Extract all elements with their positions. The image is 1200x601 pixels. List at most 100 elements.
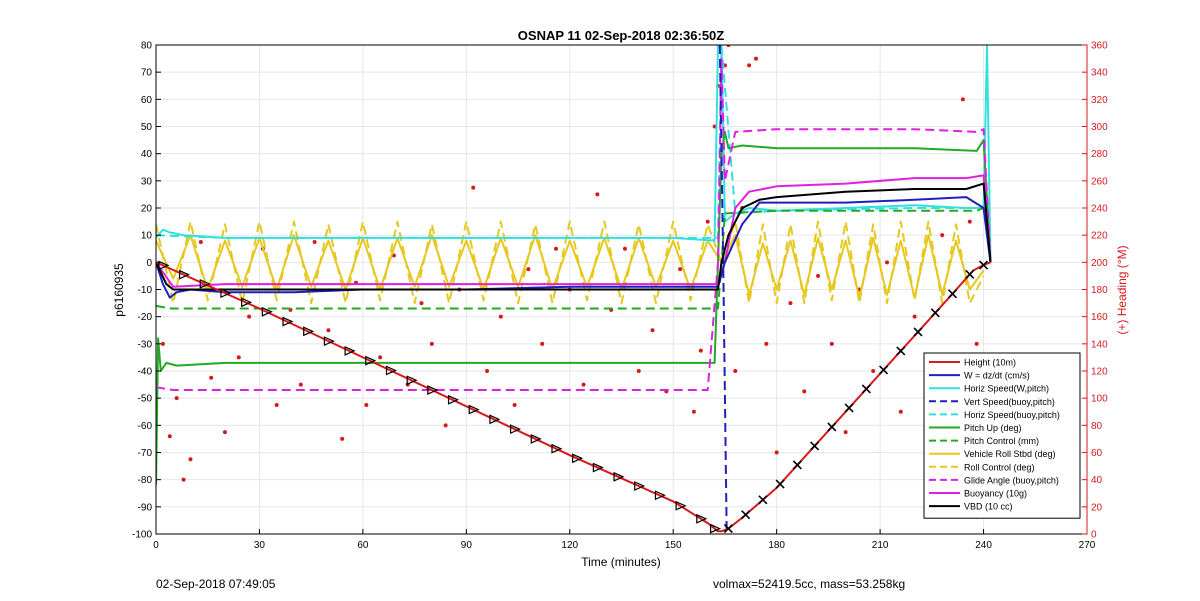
heading-point (174, 396, 179, 401)
heading-point (540, 341, 545, 346)
climb-marker (844, 403, 854, 413)
x-axis-label: Time (minutes) (581, 555, 661, 569)
series-line-3 (718, 45, 728, 534)
legend-label-5: Pitch Up (deg) (964, 423, 1022, 433)
x-tick-label: 30 (254, 540, 266, 551)
climb-marker (978, 260, 989, 270)
heading-point (581, 382, 586, 387)
heading-point (198, 239, 203, 244)
dive-marker (385, 365, 397, 376)
heading-point (816, 273, 821, 278)
legend-label-11: VBD (10 cc) (964, 502, 1013, 512)
footer-timestamp: 02-Sep-2018 07:49:05 (156, 577, 276, 591)
climb-marker (723, 524, 733, 534)
y-tick-label: 20 (141, 204, 153, 215)
legend-label-6: Pitch Control (mm) (964, 436, 1039, 446)
dive-marker (323, 336, 335, 347)
dive-marker (654, 490, 666, 501)
heading-point (512, 402, 517, 407)
heading-point (802, 389, 807, 394)
climb-marker (810, 441, 820, 451)
heading-point (595, 192, 600, 197)
heading-point (974, 341, 979, 346)
y-tick-label: 40 (141, 149, 153, 160)
legend-label-0: Height (10m) (964, 358, 1016, 368)
y2-tick-label: 120 (1091, 367, 1108, 378)
y-tick-label: -70 (138, 448, 153, 459)
heading-point (340, 436, 345, 441)
heading-point (298, 382, 303, 387)
dive-marker (199, 278, 211, 289)
heading-point (691, 409, 696, 414)
y2-axis-label: (+) Heading (°M) (1115, 245, 1129, 334)
y2-tick-label: 80 (1091, 421, 1103, 432)
y-tick-label: -10 (138, 285, 153, 296)
dive-marker (282, 316, 294, 327)
y-tick-label: 0 (146, 258, 152, 269)
x-tick-label: 210 (872, 540, 889, 551)
heading-point (188, 457, 193, 462)
heading-point (622, 246, 627, 251)
y-tick-label: -30 (138, 339, 153, 350)
heading-point (636, 369, 641, 373)
heading-point (274, 402, 279, 407)
climb-marker (913, 327, 923, 337)
y2-tick-label: 60 (1091, 448, 1103, 459)
heading-point (747, 63, 752, 68)
dive-marker (592, 462, 604, 473)
climb-marker (827, 422, 837, 432)
heading-point (733, 369, 738, 373)
heading-point (498, 314, 503, 319)
plot-clipped (156, 45, 992, 534)
y-axis-label: p6160935 (112, 263, 126, 317)
series-line-1 (156, 196, 992, 299)
heading-point (705, 219, 710, 224)
y-tick-label: 80 (141, 41, 153, 52)
y2-tick-label: 180 (1091, 285, 1108, 296)
heading-point (829, 341, 834, 346)
series-line-0 (156, 261, 991, 533)
y-tick-label: -20 (138, 312, 153, 323)
y2-tick-label: 300 (1091, 122, 1108, 133)
y-tick-label: -80 (138, 475, 153, 486)
dive-marker (696, 513, 708, 524)
legend-label-8: Roll Control (deg) (964, 462, 1035, 472)
dive-marker (447, 394, 460, 405)
x-tick-label: 90 (461, 540, 473, 551)
dive-marker (158, 260, 170, 271)
climb-marker (775, 479, 785, 489)
y-tick-label: -50 (138, 394, 153, 405)
series-line-8 (156, 220, 985, 305)
climb-marker (930, 308, 940, 318)
y-tick-label: -100 (132, 530, 152, 541)
legend-label-7: Vehicle Roll Stbd (deg) (964, 449, 1056, 459)
y2-tick-label: 160 (1091, 312, 1108, 323)
y-tick-label: -60 (138, 421, 153, 432)
x-tick-label: 150 (665, 540, 682, 551)
dive-marker (572, 453, 584, 464)
heading-point (960, 97, 965, 102)
heading-point (698, 348, 703, 353)
x-tick-label: 270 (1079, 540, 1096, 551)
dive-marker (551, 443, 563, 454)
legend: Height (10m) W = dz/dt (cm/s) Horiz Speed(… (923, 352, 1081, 519)
legend-label-9: Glide Angle (buoy,pitch) (964, 475, 1059, 485)
dive-marker (178, 269, 191, 280)
x-tick-label: 120 (561, 540, 578, 551)
legend-label-3: Vert Speed(buoy,pitch) (964, 397, 1055, 407)
climb-marker (758, 495, 768, 505)
heading-point (312, 239, 317, 244)
legend-label-10: Buoyancy (10g) (964, 489, 1027, 499)
ticks: 0 30 60 90 120 150 180 210 240 270-100-90-80-70-6… (132, 41, 1108, 552)
heading-point (871, 369, 876, 373)
dive-marker (365, 355, 377, 366)
climb-marker (878, 365, 889, 375)
dive-marker (303, 326, 315, 337)
heading-point (678, 267, 683, 272)
series-line-10 (156, 174, 992, 288)
dive-marker (530, 433, 542, 444)
climb-marker (792, 460, 802, 470)
heading-point (181, 477, 186, 482)
y-tick-label: 30 (141, 176, 153, 187)
